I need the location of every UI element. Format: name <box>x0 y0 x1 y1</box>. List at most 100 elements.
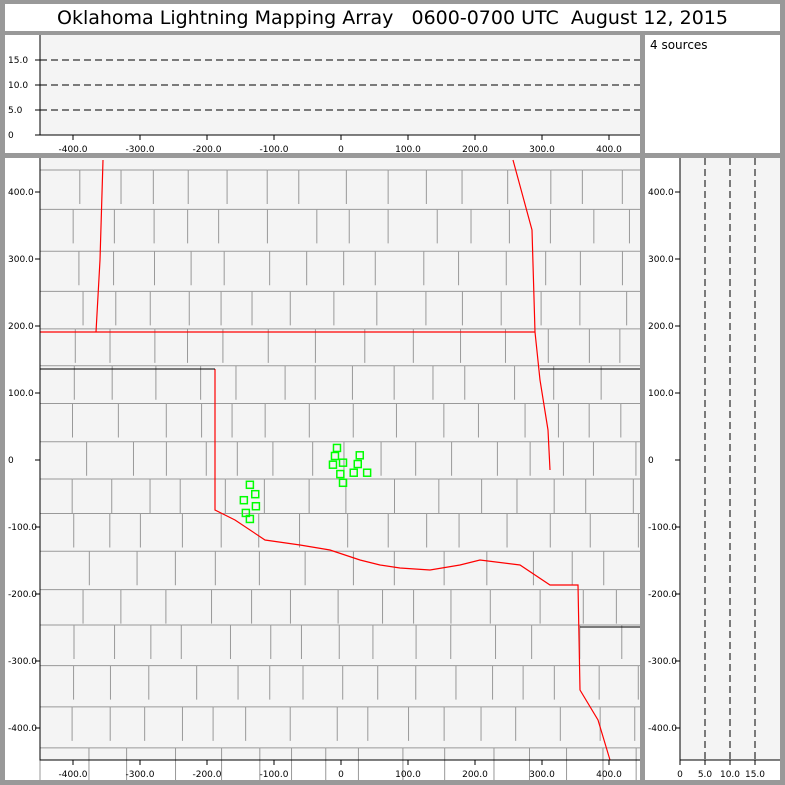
county-line <box>367 706 409 741</box>
county-line <box>181 513 222 548</box>
county-line <box>593 208 630 244</box>
county-line <box>74 328 111 363</box>
county-line <box>514 365 554 400</box>
county-line <box>529 441 564 476</box>
county-line <box>266 208 317 244</box>
source-marker <box>336 469 345 479</box>
x-tick-label: -400.0 <box>58 770 87 780</box>
county-line <box>174 550 216 586</box>
county-line <box>619 328 640 363</box>
county-line <box>412 328 461 363</box>
county-line <box>325 747 359 782</box>
info-panel: 4 sources <box>645 35 780 153</box>
map-axis-lines <box>39 158 640 761</box>
county-line <box>218 208 268 244</box>
y-tick-label: 10.0 <box>8 81 28 91</box>
y-tick-label: -200.0 <box>648 590 677 600</box>
county-line <box>175 747 222 782</box>
county-line <box>460 328 506 363</box>
county-line <box>464 365 515 400</box>
county-line <box>566 747 603 782</box>
y-tick-label: 0 <box>648 456 654 466</box>
county-line <box>187 208 219 244</box>
county-line <box>71 706 111 741</box>
chart-title: Oklahoma Lightning Mapping Array 0600-07… <box>5 4 780 31</box>
x-tick-label: 10.0 <box>720 770 740 780</box>
county-line <box>620 402 640 438</box>
county-line <box>588 402 621 438</box>
county-line <box>579 250 623 286</box>
county-line <box>211 589 252 624</box>
county-line <box>155 365 201 400</box>
county-line <box>635 747 640 782</box>
county-line <box>109 328 155 363</box>
county-line <box>221 747 260 782</box>
county-line <box>269 665 304 700</box>
source-marker <box>328 460 338 469</box>
county-line <box>154 328 188 363</box>
county-line <box>120 169 154 204</box>
county-line <box>500 290 542 326</box>
county-line <box>342 665 378 700</box>
county-line <box>621 624 640 659</box>
county-line <box>549 208 594 244</box>
county-line <box>603 550 640 586</box>
county-line <box>136 550 176 586</box>
county-line <box>374 250 424 286</box>
county-line <box>165 589 212 624</box>
county-line <box>316 208 350 244</box>
county-line <box>415 624 451 659</box>
county-line <box>413 589 451 624</box>
source-marker <box>245 480 255 490</box>
county-line <box>314 328 365 363</box>
county-line <box>549 513 591 548</box>
y-tick-label: 15.0 <box>8 56 28 66</box>
county-line <box>347 513 389 548</box>
x-tick-label: -300.0 <box>125 770 154 780</box>
county-line <box>205 441 238 476</box>
county-line <box>154 250 192 286</box>
source-marker <box>251 501 261 511</box>
county-line <box>114 624 151 659</box>
source-marker <box>338 458 348 467</box>
county-line <box>109 706 145 741</box>
source-marker <box>355 451 365 460</box>
county-line <box>357 747 403 782</box>
county-line <box>251 290 291 326</box>
county-line <box>522 665 555 700</box>
x-tick-label: -100.0 <box>259 770 288 780</box>
y-tick-label: 400.0 <box>8 188 34 198</box>
county-line <box>496 441 531 476</box>
county-line <box>602 747 637 782</box>
county-line <box>443 706 482 741</box>
county-line <box>352 550 395 586</box>
county-line <box>637 513 640 548</box>
county-line <box>165 441 207 476</box>
source-count: 4 sources <box>650 38 708 52</box>
county-line <box>382 589 414 624</box>
county-line <box>582 589 617 624</box>
county-line <box>348 208 389 244</box>
county-line <box>289 589 339 624</box>
county-line <box>306 250 344 286</box>
county-line <box>115 290 151 326</box>
county-line <box>550 169 583 204</box>
county-line <box>333 290 377 326</box>
county-line <box>524 402 559 438</box>
county-line <box>299 513 348 548</box>
county-line <box>393 550 445 586</box>
county-line <box>589 513 639 548</box>
county-line <box>245 706 291 741</box>
county-line <box>266 169 299 204</box>
county-line <box>531 624 580 659</box>
county-line <box>393 365 433 400</box>
y-tick-label: 0 <box>8 456 14 466</box>
county-line <box>438 478 482 513</box>
county-line <box>72 208 115 244</box>
county-line <box>88 747 127 782</box>
county-line <box>477 402 526 438</box>
county-line <box>415 441 452 476</box>
county-line <box>181 706 214 741</box>
county-line <box>581 169 623 204</box>
y-tick-label: 300.0 <box>648 255 674 265</box>
